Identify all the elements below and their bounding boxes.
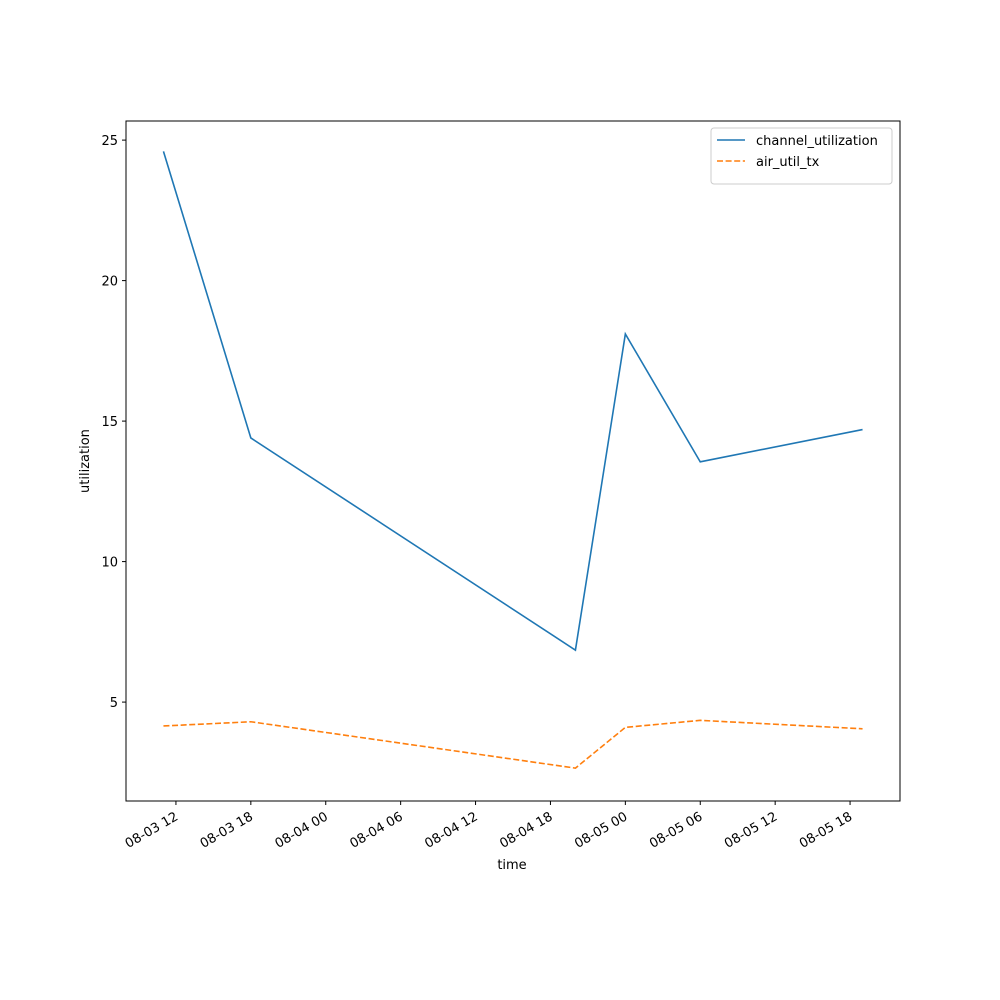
x-tick-label: 08-03 12 [123, 809, 181, 851]
y-tick-label: 25 [101, 134, 118, 149]
series-line [162, 151, 863, 652]
x-tick-label: 08-05 12 [722, 809, 780, 851]
x-tick-label: 08-03 18 [198, 809, 256, 851]
x-tick-label: 08-04 12 [422, 809, 480, 851]
plot-frame [125, 120, 901, 802]
x-tick-label: 08-04 00 [273, 809, 331, 851]
x-axis-label: time [497, 858, 526, 873]
x-tick-label: 08-04 06 [348, 809, 406, 851]
series-line [163, 719, 863, 769]
legend-label: air_util_tx [756, 155, 820, 170]
legend-label: channel_utilization [756, 134, 878, 149]
x-tick-label: 08-05 00 [572, 809, 630, 851]
y-tick-label: 20 [101, 275, 118, 290]
legend: channel_utilization air_util_tx [710, 127, 893, 185]
y-tick-label: 15 [101, 415, 118, 430]
x-tick-label: 08-04 18 [497, 809, 555, 851]
y-axis-label: utilization [78, 429, 93, 493]
y-tick-label: 10 [101, 556, 118, 571]
y-tick-label: 5 [110, 696, 118, 711]
legend-box [710, 127, 893, 185]
x-tick-label: 08-05 06 [647, 809, 705, 851]
x-tick-label: 08-05 18 [797, 809, 855, 851]
